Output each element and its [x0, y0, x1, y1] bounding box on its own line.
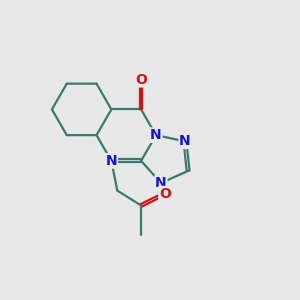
Text: N: N [179, 134, 191, 148]
Text: N: N [150, 128, 162, 142]
Text: O: O [159, 187, 171, 201]
Text: N: N [155, 176, 167, 190]
Text: N: N [106, 154, 117, 168]
Text: O: O [135, 73, 147, 87]
